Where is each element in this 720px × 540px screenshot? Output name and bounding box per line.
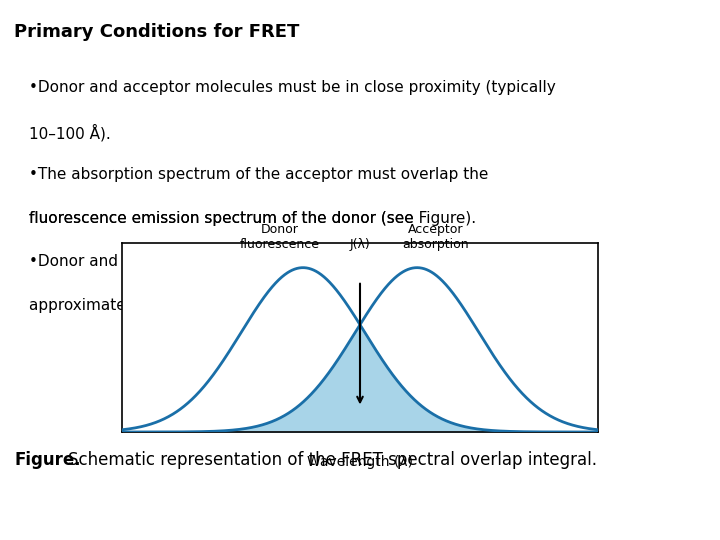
Text: Figure.: Figure.: [14, 451, 81, 469]
Text: J(λ): J(λ): [350, 238, 370, 251]
Text: Donor
fluorescence: Donor fluorescence: [239, 223, 319, 251]
Text: approximately parallel.: approximately parallel.: [29, 298, 206, 313]
Text: •Donor and acceptor transition dipole orientations must be: •Donor and acceptor transition dipole or…: [29, 254, 484, 269]
Text: fluorescence emission spectrum of the donor (see Figure).: fluorescence emission spectrum of the do…: [29, 211, 476, 226]
Text: •Donor and acceptor molecules must be in close proximity (typically: •Donor and acceptor molecules must be in…: [29, 80, 556, 96]
Text: Schematic representation of the FRET spectral overlap integral.: Schematic representation of the FRET spe…: [68, 451, 598, 469]
Text: Primary Conditions for FRET: Primary Conditions for FRET: [14, 23, 300, 42]
Text: fluorescence emission spectrum of the donor (see: fluorescence emission spectrum of the do…: [29, 211, 418, 226]
Text: 10–100 Å).: 10–100 Å).: [29, 124, 111, 141]
Text: Acceptor
absorption: Acceptor absorption: [402, 223, 469, 251]
Text: Wavelength (λ): Wavelength (λ): [307, 455, 413, 469]
Text: •The absorption spectrum of the acceptor must overlap the: •The absorption spectrum of the acceptor…: [29, 167, 488, 183]
